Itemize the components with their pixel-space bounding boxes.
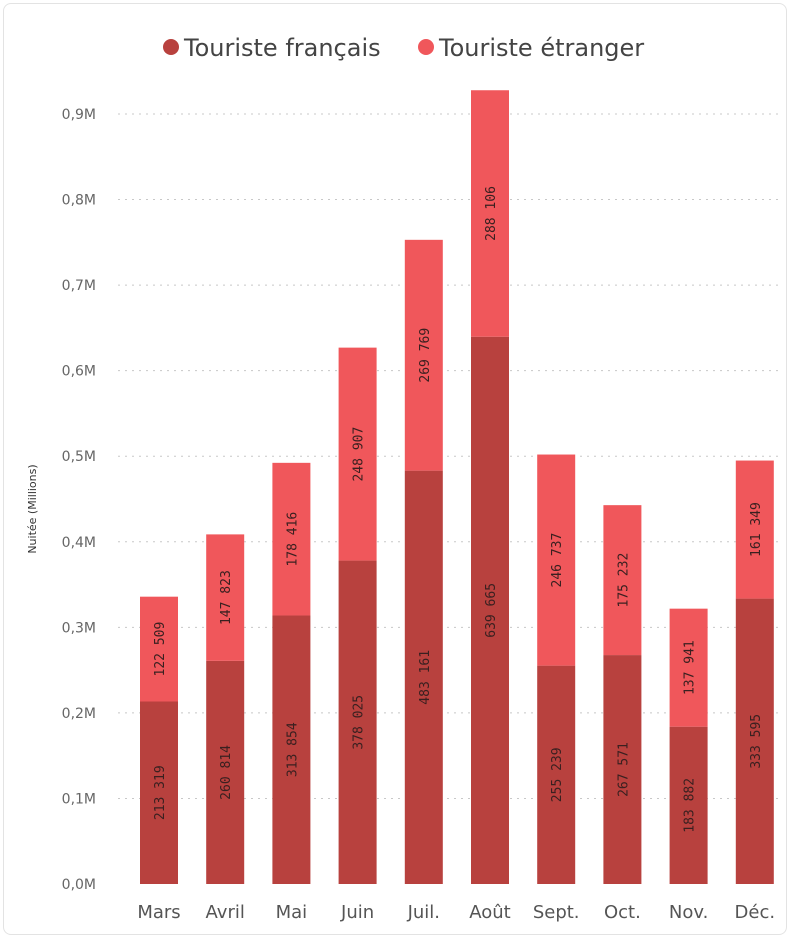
data-label: 147 823: [219, 570, 234, 625]
bar-etranger-2[interactable]: [272, 462, 311, 616]
data-label: 639 665: [484, 583, 499, 638]
data-label: 246 737: [550, 533, 565, 588]
y-tick-label: 0,3M: [62, 620, 96, 636]
bar-francais-7[interactable]: [603, 655, 642, 884]
x-tick-label: Sept.: [533, 902, 580, 923]
data-label: 267 571: [616, 742, 631, 797]
x-tick-label: Mars: [137, 902, 180, 923]
x-tick-label: Juin: [340, 902, 374, 923]
legend-marker-1: [418, 39, 434, 55]
bar-francais-5[interactable]: [471, 336, 509, 884]
data-label: 269 769: [418, 328, 433, 383]
chart-card: [3, 3, 787, 935]
bar-etranger-5[interactable]: [471, 90, 509, 337]
bar-francais-2[interactable]: [272, 615, 311, 884]
y-tick-label: 0,4M: [62, 535, 96, 551]
bar-etranger-7[interactable]: [603, 505, 642, 656]
data-label: 175 232: [616, 553, 631, 608]
data-label: 313 854: [285, 722, 300, 777]
x-tick-label: Août: [469, 902, 510, 923]
x-tick-label: Nov.: [669, 902, 708, 923]
x-tick-label: Juil.: [407, 902, 440, 923]
bar-etranger-6[interactable]: [537, 454, 576, 666]
y-tick-label: 0,1M: [62, 791, 96, 807]
y-tick-label: 0,2M: [62, 706, 96, 722]
data-label: 333 595: [749, 714, 764, 769]
data-label: 178 416: [285, 512, 300, 567]
y-axis-label: Nuitée (Millions): [26, 464, 39, 553]
y-tick-label: 0,5M: [62, 449, 96, 465]
bar-francais-3[interactable]: [338, 560, 377, 884]
data-label: 378 025: [352, 695, 367, 750]
y-tick-label: 0,0M: [62, 877, 96, 893]
legend-label-0: Touriste français: [183, 34, 381, 62]
data-label: 183 882: [683, 778, 698, 833]
bar-etranger-0[interactable]: [140, 596, 178, 702]
bar-francais-0[interactable]: [140, 701, 178, 884]
bar-etranger-4[interactable]: [404, 239, 443, 471]
bar-francais-4[interactable]: [404, 470, 443, 884]
data-label: 288 106: [484, 186, 499, 241]
data-label: 137 941: [683, 640, 698, 695]
x-tick-label: Avril: [206, 902, 245, 923]
x-tick-label: Déc.: [735, 902, 776, 923]
bar-francais-8[interactable]: [669, 726, 708, 884]
data-label: 248 907: [352, 427, 367, 482]
bar-etranger-8[interactable]: [669, 608, 708, 727]
bar-francais-1[interactable]: [206, 660, 245, 884]
bar-francais-9[interactable]: [735, 598, 774, 884]
y-tick-label: 0,6M: [62, 364, 96, 380]
data-label: 483 161: [418, 650, 433, 705]
data-label: 161 349: [749, 502, 764, 557]
y-tick-label: 0,8M: [62, 193, 96, 209]
data-label: 255 239: [550, 747, 565, 802]
bar-etranger-9[interactable]: [735, 460, 774, 599]
y-tick-label: 0,9M: [62, 107, 96, 123]
x-tick-label: Oct.: [604, 902, 641, 923]
data-label: 260 814: [219, 745, 234, 800]
x-tick-label: Mai: [276, 902, 308, 923]
bar-francais-6[interactable]: [537, 665, 576, 884]
bar-etranger-1[interactable]: [206, 534, 245, 661]
data-label: 122 509: [153, 622, 168, 677]
y-tick-label: 0,7M: [62, 278, 96, 294]
data-label: 213 319: [153, 765, 168, 820]
bar-etranger-3[interactable]: [338, 347, 377, 561]
legend-label-1: Touriste étranger: [438, 34, 644, 62]
legend-marker-0: [163, 39, 179, 55]
